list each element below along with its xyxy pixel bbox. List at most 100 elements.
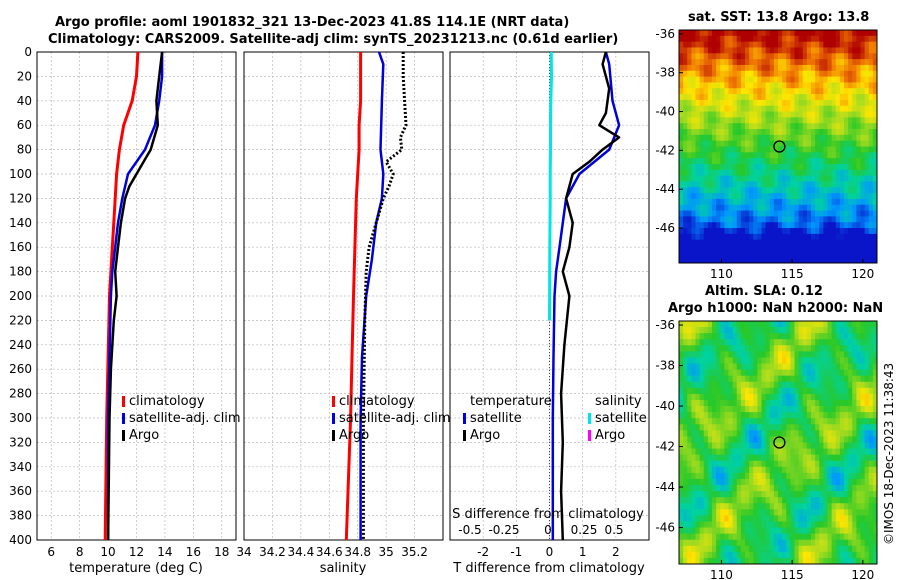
map-cell [712,412,717,419]
map-cell [691,76,696,83]
map-cell [703,357,709,364]
map-cell [745,64,750,72]
map-cell [786,222,791,229]
map-cell [769,515,775,522]
map-cell [864,134,870,142]
map-cell [868,491,874,498]
map-cell [716,140,721,147]
map-cell [827,357,833,364]
map-cell [761,399,767,407]
temperature-panel: 0204060801001201401601802002202402602803… [9,45,241,576]
map-y-tick-label: -44 [655,182,675,196]
map-cell [724,478,729,486]
map-cell [823,442,828,449]
x-tick-label: 16 [186,545,201,559]
map-cell [790,47,795,54]
map-cell [707,472,713,480]
map-cell [831,163,837,171]
map-cell [823,424,828,431]
map-cell [699,111,705,118]
map-cell [732,448,738,456]
map-cell [844,70,849,78]
map-cell [806,387,812,395]
map-cell [806,515,812,522]
map-cell [769,30,775,37]
map-cell [778,99,783,107]
map-cell [868,339,874,346]
map-cell [778,152,783,159]
map-cell [765,436,771,443]
map-cell [868,454,874,462]
map-cell [695,454,701,462]
map-cell [695,99,701,107]
map-cell [707,169,713,177]
map-cell [815,363,820,370]
map-cell [687,94,692,101]
map-cell [749,527,754,535]
map-cell [844,163,849,171]
map-cell [844,251,849,258]
map-cell [753,146,758,153]
map-cell [769,369,775,377]
map-y-tick-label: -38 [655,66,675,80]
map-cell [753,491,758,498]
map-cell [835,503,841,510]
map-cell [728,509,734,516]
map-cell [806,251,812,258]
map-cell [786,193,791,200]
map-cell [707,345,713,352]
map-cell [691,210,696,217]
map-cell [707,222,713,229]
map-cell [728,233,734,241]
map-cell [848,424,853,431]
map-cell [745,94,750,101]
map-cell [736,533,742,541]
map-cell [773,193,779,200]
map-cell [856,88,861,95]
map-cell [852,454,857,462]
map-cell [852,210,857,217]
map-cell [716,30,721,37]
map-cell [703,527,709,535]
map-cell [716,454,721,462]
map-cell [699,527,705,535]
map-cell [831,111,837,118]
map-cell [761,94,767,101]
map-cell [852,515,857,522]
map-cell [732,134,738,142]
map-cell [872,30,878,37]
map-cell [839,111,845,118]
map-cell [695,88,701,95]
map-cell [815,381,820,389]
map-cell [819,94,824,101]
map-cell [798,129,804,136]
map-cell [815,533,820,541]
map-cell [844,257,849,264]
map-cell [724,222,729,229]
map-cell [679,533,684,541]
map-cell [732,369,738,377]
map-cell [728,228,734,235]
map-cell [707,210,713,217]
map-cell [687,527,692,535]
map-cell [716,94,721,101]
map-cell [839,557,845,565]
map-cell [740,30,746,37]
map-cell [740,152,746,159]
map-cell [703,454,709,462]
map-cell [839,140,845,147]
map-cell [802,466,808,474]
map-cell [769,123,775,130]
map-cell [823,406,828,413]
map-cell [716,216,721,223]
sla-map-title: Altim. SLA: 0.12 [705,284,823,299]
map-cell [773,181,779,188]
map-cell [765,551,771,559]
map-cell [765,491,771,498]
map-cell [691,351,696,358]
map-cell [782,503,787,510]
map-cell [724,436,729,443]
map-cell [745,140,750,147]
sst-map-title: sat. SST: 13.8 Argo: 13.8 [688,10,870,25]
map-cell [782,123,787,130]
